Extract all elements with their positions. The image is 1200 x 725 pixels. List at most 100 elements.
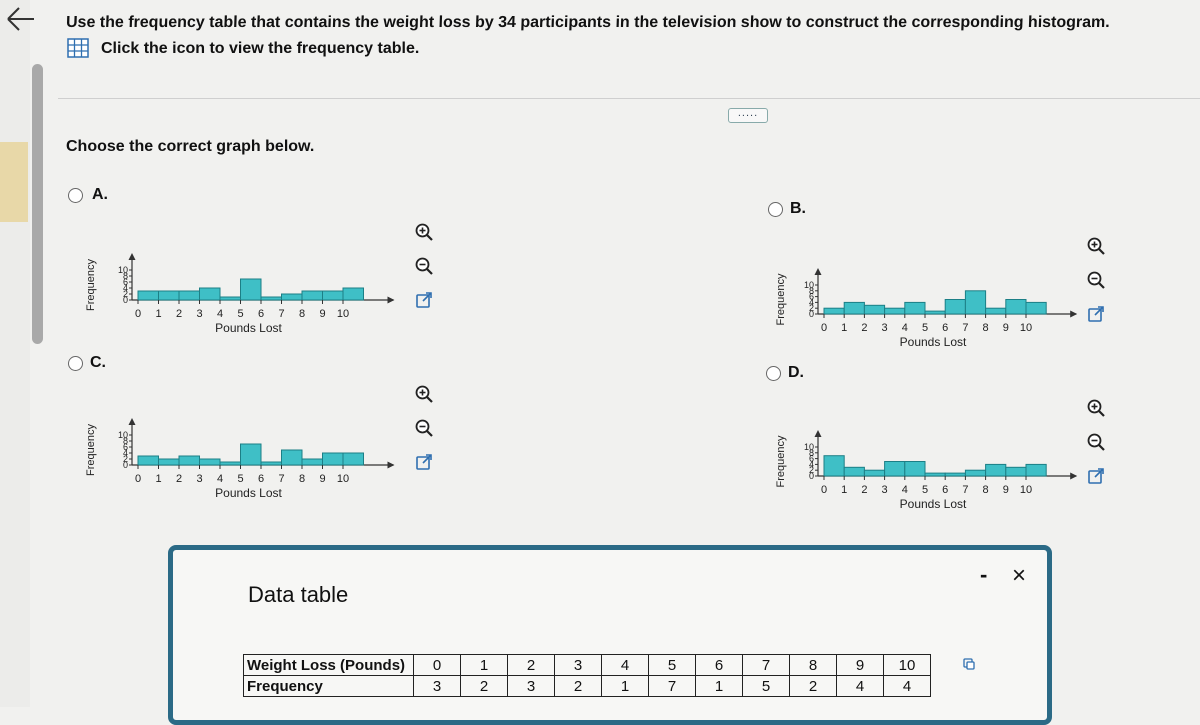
x-tick-label: 5 <box>237 308 243 320</box>
histogram-bar <box>199 287 221 301</box>
zoom-out-icon[interactable] <box>1086 432 1106 452</box>
histogram-bar <box>301 458 323 466</box>
histogram-bar <box>823 455 845 477</box>
histogram-bar <box>863 304 886 315</box>
x-tick-label: 7 <box>278 308 284 320</box>
y-axis-arrow <box>814 430 822 437</box>
external-box <box>416 294 430 308</box>
zoom-out-icon[interactable] <box>414 256 434 276</box>
x-tick-label: 0 <box>135 473 141 485</box>
data-table-dialog <box>168 545 1052 725</box>
histogram-bar <box>964 290 987 315</box>
open-new-window-icon[interactable] <box>414 452 434 472</box>
table-row: Frequency 3 2 3 2 1 7 1 5 2 4 4 <box>243 675 931 697</box>
open-new-window-icon[interactable] <box>414 290 434 310</box>
histogram-bar <box>158 458 180 466</box>
x-tick-label: 9 <box>1003 322 1009 334</box>
external-box <box>1088 308 1102 322</box>
external-arrow <box>1094 306 1104 316</box>
table-cell: 8 <box>789 654 837 676</box>
x-tick-label: 3 <box>882 484 888 496</box>
external-arrowhead <box>426 292 432 298</box>
x-tick-label: 6 <box>942 484 948 496</box>
zoom-in-icon[interactable] <box>1086 398 1106 418</box>
left-tab[interactable] <box>0 142 28 222</box>
y-tick-label: 10 <box>118 265 128 275</box>
histogram-bar <box>1005 466 1027 477</box>
histogram-bar <box>281 293 303 301</box>
more-button[interactable]: ..... <box>728 108 768 123</box>
back-arrow-icon[interactable] <box>4 4 38 34</box>
radio-option-d[interactable] <box>766 366 781 381</box>
x-tick-label: 1 <box>155 308 161 320</box>
open-new-window-icon[interactable] <box>1086 304 1106 324</box>
handle <box>426 234 433 241</box>
x-tick-label: 10 <box>1020 322 1032 334</box>
table-cell: 7 <box>742 654 790 676</box>
histogram-bar <box>924 472 946 477</box>
x-tick-label: 8 <box>983 322 989 334</box>
x-tick-label: 5 <box>237 473 243 485</box>
y-tick-label: 6 <box>809 454 814 464</box>
histogram-bar <box>904 301 926 315</box>
view-table-link[interactable]: Click the icon to view the frequency tab… <box>101 40 420 57</box>
y-tick-label: 0 <box>123 295 128 305</box>
histogram-bar <box>199 458 221 466</box>
table-cell: 4 <box>601 654 649 676</box>
x-tick-label: 3 <box>196 308 202 320</box>
scrollbar-thumb[interactable] <box>32 64 43 344</box>
zoom-out-icon[interactable] <box>414 418 434 438</box>
x-tick-label: 1 <box>841 322 847 334</box>
table-cell: 3 <box>507 675 555 697</box>
radio-option-a[interactable] <box>68 188 83 203</box>
x-tick-label: 0 <box>821 322 827 334</box>
close-button[interactable]: × <box>1012 562 1027 589</box>
zoom-in-icon[interactable] <box>414 222 434 242</box>
x-tick-label: 1 <box>841 484 847 496</box>
y-tick-label: 2 <box>123 289 128 299</box>
y-tick-label: 8 <box>809 286 814 296</box>
x-tick-label: 8 <box>299 473 305 485</box>
y-axis-arrow <box>814 268 822 275</box>
x-axis-arrow <box>387 461 395 469</box>
y-tick-label: 4 <box>123 283 128 293</box>
histogram-bar <box>944 299 966 315</box>
frequency-table: Weight Loss (Pounds) 0 1 2 3 4 5 6 7 8 9… <box>243 654 931 697</box>
x-tick-label: 0 <box>821 484 827 496</box>
handle <box>1098 282 1105 289</box>
zoom-in-icon[interactable] <box>1086 236 1106 256</box>
row-header-frequency: Frequency <box>243 675 414 697</box>
table-cell: 7 <box>648 675 696 697</box>
copy-icon[interactable] <box>963 658 975 670</box>
radio-option-c[interactable] <box>68 356 83 371</box>
zoom-in-icon[interactable] <box>414 384 434 404</box>
y-axis-arrow <box>128 418 136 425</box>
histogram-bar <box>240 278 262 301</box>
external-arrowhead <box>1098 468 1104 474</box>
histogram-bar <box>301 290 323 301</box>
x-tick-label: 0 <box>135 308 141 320</box>
option-d-label: D. <box>788 364 804 381</box>
table-cell: 1 <box>460 654 508 676</box>
open-new-window-icon[interactable] <box>1086 466 1106 486</box>
y-tick-label: 4 <box>809 297 814 307</box>
x-tick-label: 10 <box>337 473 349 485</box>
histogram-bar <box>843 301 865 315</box>
radio-option-b[interactable] <box>768 202 783 217</box>
table-cell: 3 <box>413 675 461 697</box>
histogram-bar <box>964 469 987 477</box>
option-a-label: A. <box>92 186 108 203</box>
zoom-out-icon[interactable] <box>1086 270 1106 290</box>
x-tick-label: 4 <box>217 473 223 485</box>
y-axis-label: Frequency <box>775 435 787 487</box>
question-text: Use the frequency table that contains th… <box>65 14 1111 31</box>
table-row: Weight Loss (Pounds) 0 1 2 3 4 5 6 7 8 9… <box>243 654 931 676</box>
histogram-bar <box>342 452 364 466</box>
minimize-button[interactable]: - <box>980 562 988 587</box>
x-tick-label: 5 <box>922 322 928 334</box>
table-icon[interactable] <box>67 38 89 58</box>
histogram-bar <box>884 461 906 477</box>
x-tick-label: 5 <box>922 484 928 496</box>
